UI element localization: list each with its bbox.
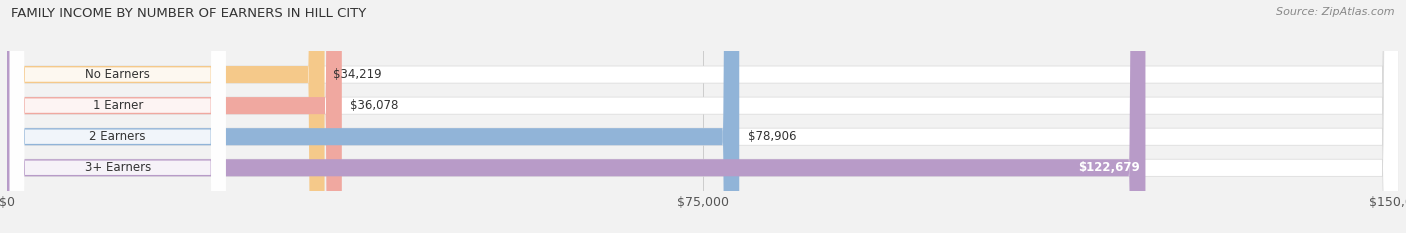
FancyBboxPatch shape <box>7 0 1399 233</box>
FancyBboxPatch shape <box>7 0 325 233</box>
Text: 2 Earners: 2 Earners <box>90 130 146 143</box>
Text: $78,906: $78,906 <box>748 130 796 143</box>
FancyBboxPatch shape <box>7 0 1399 233</box>
Text: No Earners: No Earners <box>86 68 150 81</box>
FancyBboxPatch shape <box>10 0 225 233</box>
FancyBboxPatch shape <box>7 0 1399 233</box>
Text: Source: ZipAtlas.com: Source: ZipAtlas.com <box>1277 7 1395 17</box>
Text: $34,219: $34,219 <box>333 68 381 81</box>
FancyBboxPatch shape <box>7 0 1399 233</box>
Text: 1 Earner: 1 Earner <box>93 99 143 112</box>
Text: $36,078: $36,078 <box>350 99 398 112</box>
FancyBboxPatch shape <box>7 0 740 233</box>
Text: 3+ Earners: 3+ Earners <box>84 161 150 174</box>
FancyBboxPatch shape <box>10 0 225 233</box>
FancyBboxPatch shape <box>7 0 342 233</box>
FancyBboxPatch shape <box>7 0 1146 233</box>
FancyBboxPatch shape <box>10 0 225 233</box>
Text: $122,679: $122,679 <box>1078 161 1140 174</box>
FancyBboxPatch shape <box>10 0 225 233</box>
Text: FAMILY INCOME BY NUMBER OF EARNERS IN HILL CITY: FAMILY INCOME BY NUMBER OF EARNERS IN HI… <box>11 7 367 20</box>
